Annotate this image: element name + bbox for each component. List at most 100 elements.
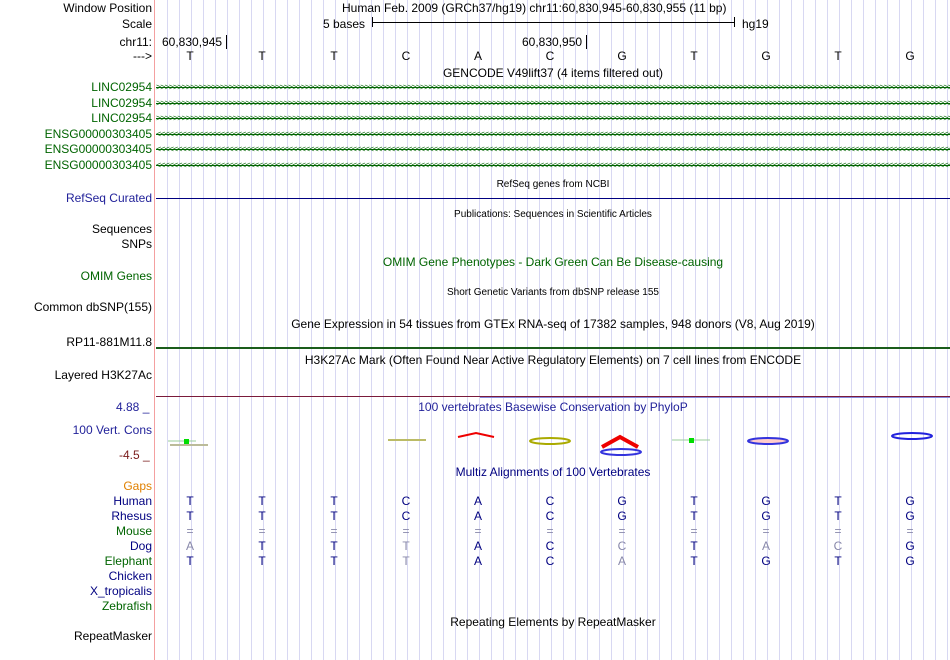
gene-label[interactable]: LINC02954 (91, 111, 152, 126)
alignment-base: = (186, 524, 194, 538)
repeatmasker-label[interactable]: RepeatMasker (73, 629, 152, 643)
base-letter: G (905, 49, 915, 63)
gene-label[interactable]: ENSG00000303405 (44, 158, 152, 172)
base-letter: C (545, 49, 555, 63)
alignment-base: C (545, 539, 555, 553)
alignment-base: = (690, 524, 698, 538)
species-label[interactable]: Zebrafish (101, 599, 152, 613)
species-label[interactable]: Rhesus (111, 509, 152, 523)
species-label[interactable]: Human (113, 494, 152, 508)
gencode-title[interactable]: GENCODE V49lift37 (4 items filtered out) (442, 66, 664, 80)
gtex-title[interactable]: Gene Expression in 54 tissues from GTEx … (291, 317, 815, 331)
sequences-label[interactable]: Sequences (91, 222, 152, 236)
gtex-label[interactable]: RP11-881M11.8 (66, 335, 152, 349)
alignment-base: = (330, 524, 338, 538)
base-letter: T (186, 49, 194, 63)
conservation-glyph (600, 448, 642, 456)
base-letter: G (761, 49, 771, 63)
alignment-base: A (761, 539, 770, 553)
conservation-glyph (672, 438, 710, 443)
phylop-title[interactable]: 100 vertebrates Basewise Conservation by… (418, 400, 688, 414)
alignment-base: = (474, 524, 482, 538)
alignment-base: G (761, 494, 771, 508)
alignment-base: T (258, 539, 266, 553)
alignment-base: T (834, 494, 842, 508)
alignment-base: G (905, 539, 915, 553)
base-letter: A (473, 49, 482, 63)
conservation-glyph (529, 437, 571, 445)
base-letter: C (401, 49, 411, 63)
alignment-base: C (833, 539, 843, 553)
base-letter: T (330, 49, 338, 63)
alignment-base: G (617, 494, 627, 508)
species-label[interactable]: X_tropicalis (89, 584, 152, 598)
gene-label[interactable]: ENSG00000303405 (44, 142, 152, 157)
omim-title[interactable]: OMIM Gene Phenotypes - Dark Green Can Be… (382, 255, 724, 269)
position-tick-2: 60,830,950 (522, 35, 588, 49)
refseq-label[interactable]: RefSeq Curated (65, 191, 152, 205)
species-label[interactable]: Dog (129, 539, 152, 553)
scale-bar (372, 17, 735, 27)
window-title[interactable]: Human Feb. 2009 (GRCh37/hg19) chr11:60,8… (342, 1, 727, 15)
alignment-base: T (186, 554, 194, 568)
gene-label[interactable]: LINC02954 (91, 80, 152, 94)
refseq-title[interactable]: RefSeq genes from NCBI (496, 179, 610, 190)
alignment-base: T (690, 494, 698, 508)
species-label[interactable]: Elephant (104, 554, 152, 568)
phylop-min: -4.5 _ (119, 448, 150, 462)
alignment-base: T (834, 554, 842, 568)
alignment-base: G (905, 494, 915, 508)
repeatmasker-title[interactable]: Repeating Elements by RepeatMasker (450, 615, 656, 629)
alignment-base: A (185, 539, 194, 553)
phylop-label[interactable]: 100 Vert. Cons (72, 423, 152, 437)
conservation-glyph (168, 439, 208, 446)
gene-feature[interactable]: <<<<<<<<<<<<<<<<<<<<<<<<<<<<<<<<<<<<<<<<… (156, 128, 950, 139)
alignment-base: T (330, 554, 338, 568)
omim-label[interactable]: OMIM Genes (80, 269, 152, 283)
gene-feature[interactable]: <<<<<<<<<<<<<<<<<<<<<<<<<<<<<<<<<<<<<<<<… (156, 160, 950, 170)
phylop-glyphs (168, 431, 933, 456)
conservation-glyph (891, 432, 933, 440)
dbsnp-title[interactable]: Short Genetic Variants from dbSNP releas… (447, 287, 659, 298)
gene-label[interactable]: ENSG00000303405 (44, 126, 152, 141)
conservation-glyph (457, 431, 495, 438)
pubs-title[interactable]: Publications: Sequences in Scientific Ar… (454, 209, 652, 220)
gene-label[interactable]: LINC02954 (91, 95, 152, 110)
multiz-title[interactable]: Multiz Alignments of 100 Vertebrates (455, 465, 651, 479)
alignment-base: = (546, 524, 554, 538)
alignment-base: C (545, 494, 555, 508)
alignment-base: C (617, 539, 627, 553)
alignment-base: A (473, 509, 482, 523)
h3k27ac-title[interactable]: H3K27Ac Mark (Often Found Near Active Re… (304, 353, 802, 367)
gene-feature[interactable]: <<<<<<<<<<<<<<<<<<<<<<<<<<<<<<<<<<<<<<<<… (156, 144, 950, 155)
scale-text: 5 bases (323, 17, 366, 31)
alignment-base: T (690, 539, 698, 553)
window-position-label: Window Position (63, 1, 152, 15)
gene-feature[interactable]: >>>>>>>>>>>>>>>>>>>>>>>>>>>>>>>>>>>>>>>>… (156, 97, 950, 108)
alignment-base: G (905, 509, 915, 523)
species-label[interactable]: Chicken (108, 569, 152, 583)
gene-feature[interactable]: >>>>>>>>>>>>>>>>>>>>>>>>>>>>>>>>>>>>>>>>… (156, 82, 950, 92)
alignment-base: A (473, 554, 482, 568)
gaps-label: Gaps (123, 479, 152, 493)
alignment-base: T (186, 509, 194, 523)
alignment-base: T (186, 494, 194, 508)
alignment-base: T (330, 509, 338, 523)
alignment-base: C (545, 509, 555, 523)
alignment-base: G (761, 509, 771, 523)
alignment-base: T (402, 539, 410, 553)
h3k27ac-signal (480, 397, 950, 398)
alignment-base: T (258, 554, 266, 568)
h3k27ac-label[interactable]: Layered H3K27Ac (54, 368, 152, 382)
alignment-base: A (617, 554, 626, 568)
snps-label[interactable]: SNPs (121, 237, 152, 251)
alignment-base: T (834, 509, 842, 523)
alignment-base: C (401, 494, 411, 508)
gene-feature[interactable]: >>>>>>>>>>>>>>>>>>>>>>>>>>>>>>>>>>>>>>>>… (156, 113, 950, 124)
alignment-base: G (617, 509, 627, 523)
alignment-base: = (834, 524, 842, 538)
species-label[interactable]: Mouse (115, 524, 152, 538)
dbsnp-label[interactable]: Common dbSNP(155) (33, 300, 152, 314)
label-divider (154, 0, 155, 660)
base-grid (156, 0, 950, 660)
